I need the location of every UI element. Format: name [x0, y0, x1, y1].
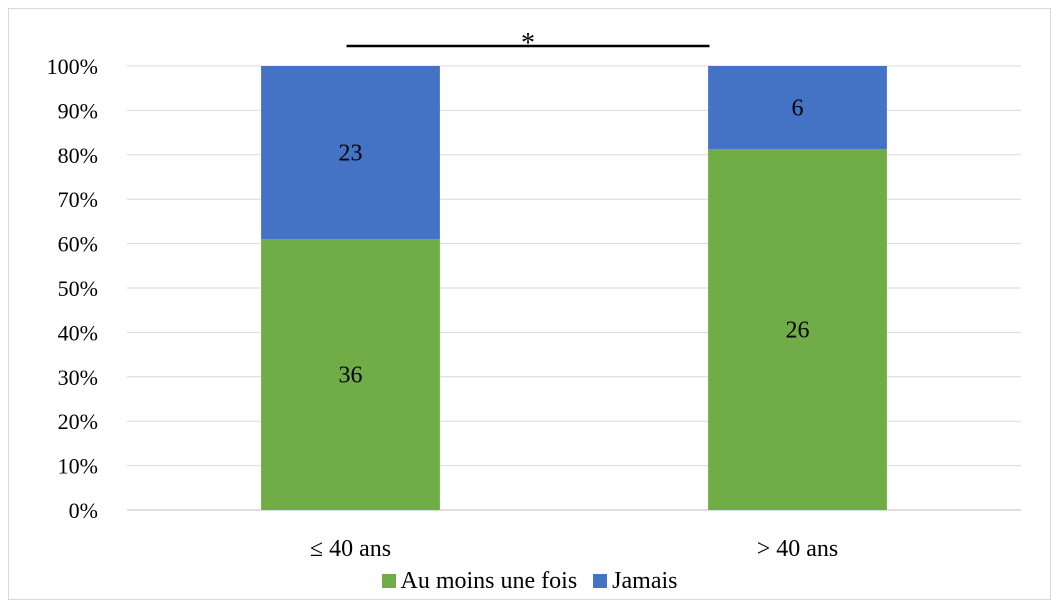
significance-star: * [521, 28, 535, 59]
y-tick-label: 60% [58, 232, 98, 257]
legend: Au moins une fois Jamais [0, 566, 1059, 596]
legend-swatch [381, 574, 396, 588]
significance-annotation: * [346, 28, 710, 59]
data-label: 26 [786, 318, 810, 344]
y-tick-label: 0% [69, 498, 98, 523]
x-category-label: > 40 ans [757, 536, 839, 562]
y-axis: 0% 10% 20% 30% 40% 50% 60% 70% 80% 90% 100% [47, 54, 98, 523]
y-tick-label: 50% [58, 276, 98, 301]
bars: 36 23 26 6 [261, 66, 887, 510]
y-tick-label: 20% [58, 409, 98, 434]
legend-swatch [593, 574, 608, 588]
legend-item-jamais: Jamais [593, 567, 678, 595]
legend-label: Jamais [612, 567, 678, 594]
y-tick-label: 100% [47, 54, 98, 79]
data-label: 36 [339, 363, 363, 389]
y-tick-label: 80% [58, 143, 98, 168]
x-axis: ≤ 40 ans > 40 ans [310, 536, 838, 562]
bar-segment-au-moins-une-fois [708, 149, 887, 510]
data-label: 6 [792, 96, 804, 122]
bar-segment-au-moins-une-fois [261, 239, 440, 510]
y-tick-label: 10% [58, 454, 98, 479]
legend-item-au-moins-une-fois: Au moins une fois [381, 567, 578, 595]
bar-segment-jamais [261, 66, 440, 240]
x-category-label: ≤ 40 ans [310, 536, 391, 562]
y-tick-label: 30% [58, 365, 98, 390]
y-tick-label: 90% [58, 98, 98, 123]
bar-segment-jamais [708, 66, 887, 150]
y-tick-label: 40% [58, 320, 98, 345]
legend-label: Au moins une fois [400, 567, 578, 594]
y-tick-label: 70% [58, 187, 98, 212]
data-label: 23 [339, 141, 363, 167]
